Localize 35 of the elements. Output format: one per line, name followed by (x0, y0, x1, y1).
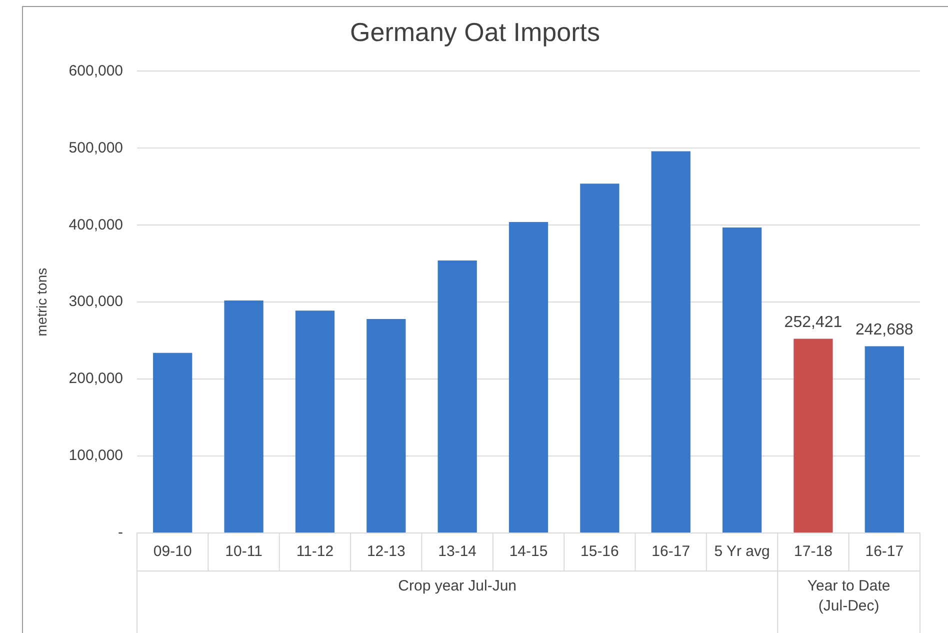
bar (722, 227, 762, 532)
y-tick-label: 400,000 (68, 216, 124, 234)
text: Year to Date (Jul-Dec) (807, 578, 890, 615)
x-tick-label: 10-11 (225, 543, 262, 560)
y-tick-label: - (118, 524, 124, 542)
x-tick-label: 16-17 (652, 543, 690, 560)
x-tick-label: 16-17 (865, 543, 904, 560)
y-tick-label: 600,000 (68, 62, 124, 80)
x-tick-label: 13-14 (438, 543, 477, 560)
x-tick-label: 17-18 (794, 543, 832, 560)
chart-title: Germany Oat Imports (350, 16, 600, 47)
y-tick-label: 200,000 (68, 370, 124, 388)
text: Crop year Jul-Jun (398, 578, 517, 595)
x-tick-label: 12-13 (366, 543, 406, 560)
bar (580, 184, 620, 532)
bar (366, 319, 406, 532)
bar (438, 260, 477, 532)
x-tick-label: 15-16 (580, 543, 619, 560)
bar (153, 352, 192, 532)
bar (508, 222, 548, 532)
bar (224, 300, 264, 532)
y-tick-label: 100,000 (68, 447, 124, 464)
y-tick-label: 500,000 (68, 139, 124, 156)
x-tick-label: 09-10 (153, 543, 192, 560)
bar (864, 346, 904, 532)
bar (295, 310, 335, 532)
x-tick-label: 14-15 (509, 543, 548, 560)
y-tick-label: 300,000 (68, 293, 124, 310)
y-axis-title: metric tons (33, 268, 50, 336)
x-tick-label: 5 Yr avg (714, 543, 770, 560)
data-label: 242,688 (855, 322, 914, 339)
bar (794, 338, 833, 532)
x-tick-label: 11-12 (296, 543, 334, 560)
bar (651, 151, 690, 532)
data-label: 252,421 (784, 314, 842, 332)
